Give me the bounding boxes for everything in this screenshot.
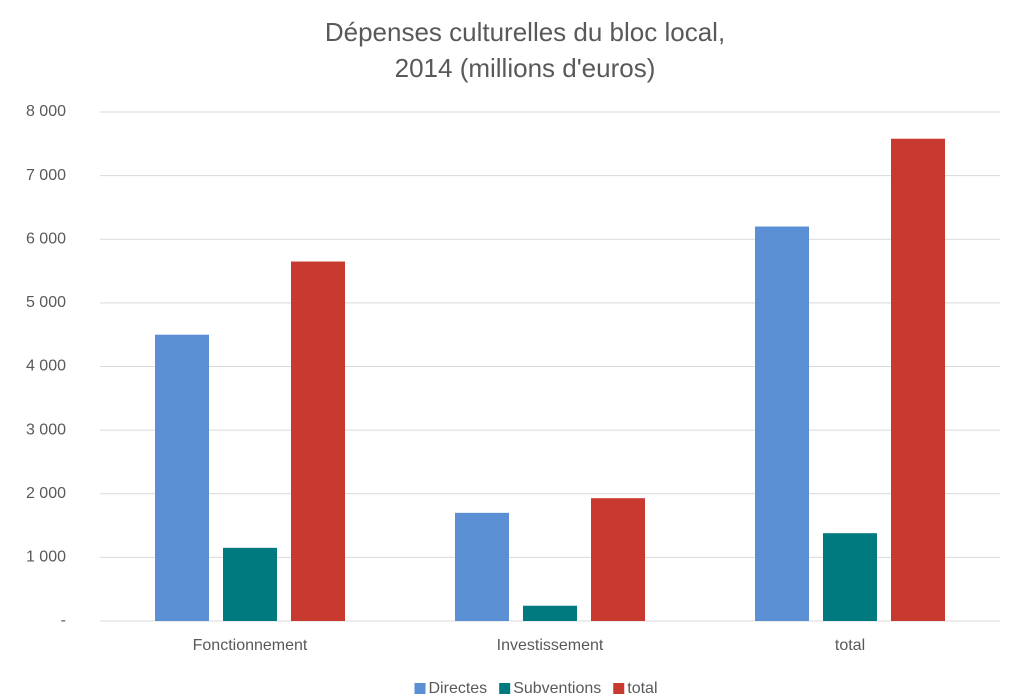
y-tick-label: 3 000 xyxy=(26,421,66,438)
bar xyxy=(591,498,645,621)
y-tick-label: 2 000 xyxy=(26,485,66,502)
x-tick-label: total xyxy=(835,637,865,654)
chart-title: 2014 (millions d'euros) xyxy=(395,53,656,83)
bar xyxy=(223,547,277,621)
y-tick-label: 5 000 xyxy=(26,294,66,311)
bar xyxy=(755,226,809,621)
legend-swatch xyxy=(499,683,511,694)
y-tick-label: 8 000 xyxy=(26,103,66,120)
y-tick-label: 6 000 xyxy=(26,230,66,247)
x-tick-label: Fonctionnement xyxy=(193,637,308,654)
bar xyxy=(291,261,345,621)
y-tick-label: - xyxy=(61,612,66,629)
legend-label: Subventions xyxy=(513,680,601,697)
legend-swatch xyxy=(613,683,625,694)
legend-swatch xyxy=(414,683,426,694)
legend-label: total xyxy=(627,680,657,697)
y-tick-label: 1 000 xyxy=(26,549,66,566)
y-tick-label: 7 000 xyxy=(26,167,66,184)
chart-title: Dépenses culturelles du bloc local, xyxy=(325,17,725,47)
bar xyxy=(455,512,509,621)
y-tick-label: 4 000 xyxy=(26,358,66,375)
x-tick-label: Investissement xyxy=(497,637,604,654)
bar xyxy=(155,334,209,621)
bar xyxy=(823,533,877,621)
bar xyxy=(891,138,945,621)
bar xyxy=(523,605,577,621)
legend-label: Directes xyxy=(429,680,488,697)
